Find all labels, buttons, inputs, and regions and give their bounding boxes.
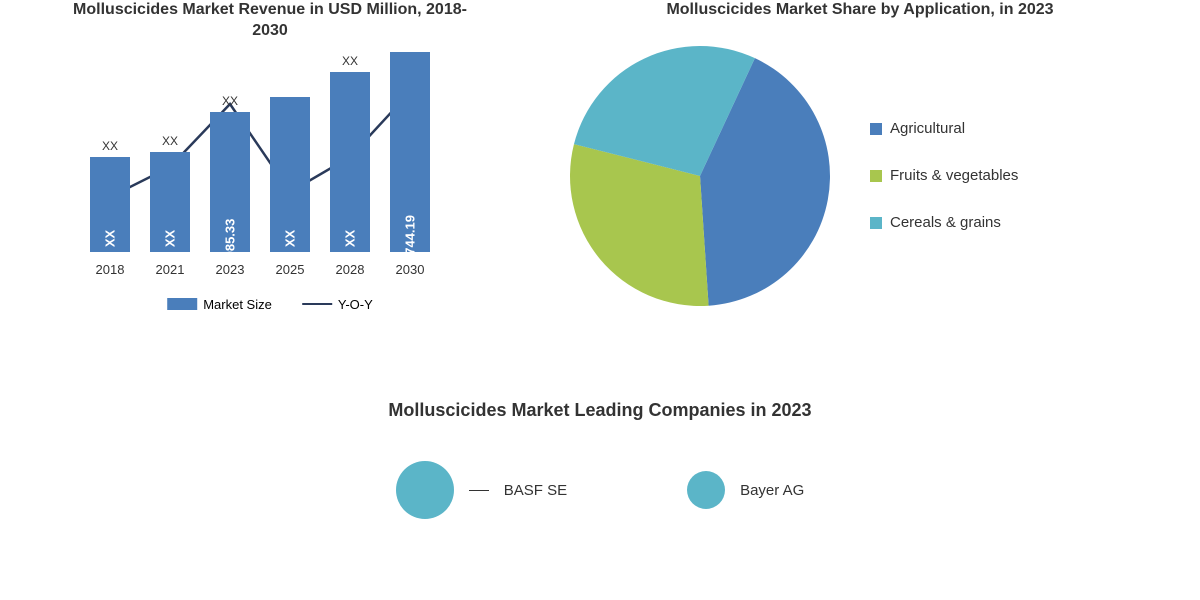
pie-legend-item: Cereals & grains [870,214,1018,231]
bar-2023: 985.33XX [210,112,250,252]
pie-legend: Agricultural Fruits & vegetables Cereals &… [870,120,1018,231]
company-label: Bayer AG [740,482,804,499]
companies-row: BASF SE Bayer AG [0,461,1200,519]
pie-legend-item: Agricultural [870,120,1018,137]
bar-value-label: 1744.19 [403,215,418,262]
bar-chart-area: XXXX2018XXXX2021985.33XX2023XX2025XXXX20… [80,52,460,282]
bar-value-label: 985.33 [223,218,238,258]
legend-market-size: Market Size [167,297,272,312]
legend-bar-label: Market Size [203,297,272,312]
bar-2028: XXXX [330,72,370,252]
companies-title: Molluscicides Market Leading Companies i… [0,400,1200,421]
bar-chart-section: Molluscicides Market Revenue in USD Mill… [60,0,480,282]
pie-legend-label: Cereals & grains [890,214,1001,231]
pie-svg [560,36,840,316]
legend-yoy: Y-O-Y [302,297,373,312]
x-axis-label: 2025 [270,262,310,277]
x-axis-label: 2021 [150,262,190,277]
company-bubble [687,471,725,509]
pie-legend-label: Agricultural [890,120,965,137]
bar-top-label: XX [342,54,358,68]
bar-top-label: XX [162,134,178,148]
bar-value-label: XX [343,229,358,246]
bar-top-label: XX [102,139,118,153]
company-item: BASF SE [396,461,567,519]
pie-legend-label: Fruits & vegetables [890,167,1018,184]
x-axis-label: 2028 [330,262,370,277]
bar-chart-title: Molluscicides Market Revenue in USD Mill… [60,0,480,42]
bar-top-label: XX [222,94,238,108]
pie-legend-swatch [870,170,882,182]
bar-2025: XX [270,97,310,252]
pie-chart-wrap: Agricultural Fruits & vegetables Cereals &… [560,36,1160,316]
bar-2018: XXXX [90,157,130,252]
x-axis-label: 2023 [210,262,250,277]
x-axis-label: 2018 [90,262,130,277]
legend-line-label: Y-O-Y [338,297,373,312]
x-axis-label: 2030 [390,262,430,277]
pie-legend-item: Fruits & vegetables [870,167,1018,184]
bar-value-label: XX [103,229,118,246]
legend-bar-swatch [167,298,197,310]
bar-2030: 1744.19 [390,52,430,252]
bar-chart-legend: Market Size Y-O-Y [167,297,373,312]
company-connector [469,490,489,491]
bar-2021: XXXX [150,152,190,252]
pie-chart-title: Molluscicides Market Share by Applicatio… [660,0,1060,21]
company-item: Bayer AG [687,461,804,519]
bar-value-label: XX [283,229,298,246]
company-bubble [396,461,454,519]
bar-value-label: XX [163,229,178,246]
companies-section: Molluscicides Market Leading Companies i… [0,400,1200,519]
pie-legend-swatch [870,123,882,135]
company-label: BASF SE [504,482,567,499]
legend-line-swatch [302,303,332,305]
pie-legend-swatch [870,217,882,229]
pie-chart-section: Molluscicides Market Share by Applicatio… [560,0,1160,316]
